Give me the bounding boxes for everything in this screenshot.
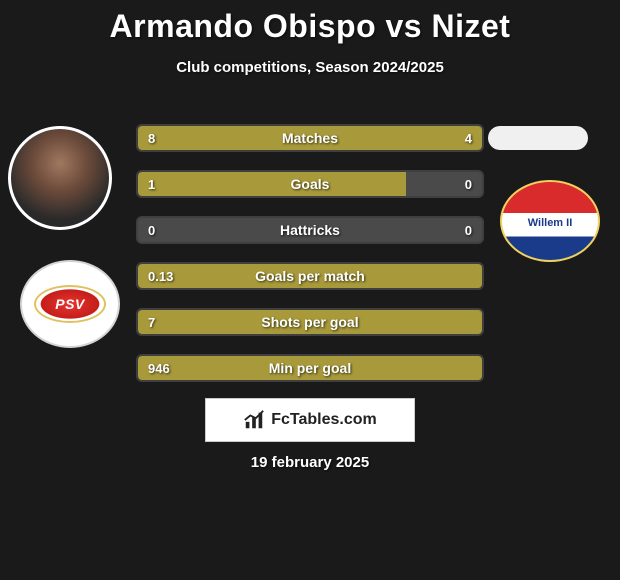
stat-label: Shots per goal [138,310,482,334]
stat-row: 10Goals [136,170,484,198]
attribution-text: FcTables.com [271,411,377,429]
chart-icon [243,409,265,431]
stat-label: Goals per match [138,264,482,288]
snapshot-date: 19 february 2025 [0,454,620,471]
comparison-title: Armando Obispo vs Nizet [0,0,620,45]
player-left-avatar [8,126,112,230]
club-left-badge-text: PSV [34,285,106,323]
stat-row: 84Matches [136,124,484,152]
club-right-badge-text: Willem II [528,218,573,229]
stat-row: 946Min per goal [136,354,484,382]
stat-label: Goals [138,172,482,196]
stat-bars-container: 84Matches 10Goals 00Hattricks 0.13Goals per… [136,124,484,400]
stat-label: Min per goal [138,356,482,380]
player-right-club-badge: Willem II [500,180,600,262]
player-right-avatar [488,126,588,150]
stat-label: Hattricks [138,218,482,242]
stat-row: 0.13Goals per match [136,262,484,290]
attribution-box: FcTables.com [205,398,415,442]
stat-label: Matches [138,126,482,150]
player-left-club-badge: PSV [20,260,120,348]
comparison-subtitle: Club competitions, Season 2024/2025 [0,59,620,76]
stat-row: 00Hattricks [136,216,484,244]
stat-row: 7Shots per goal [136,308,484,336]
